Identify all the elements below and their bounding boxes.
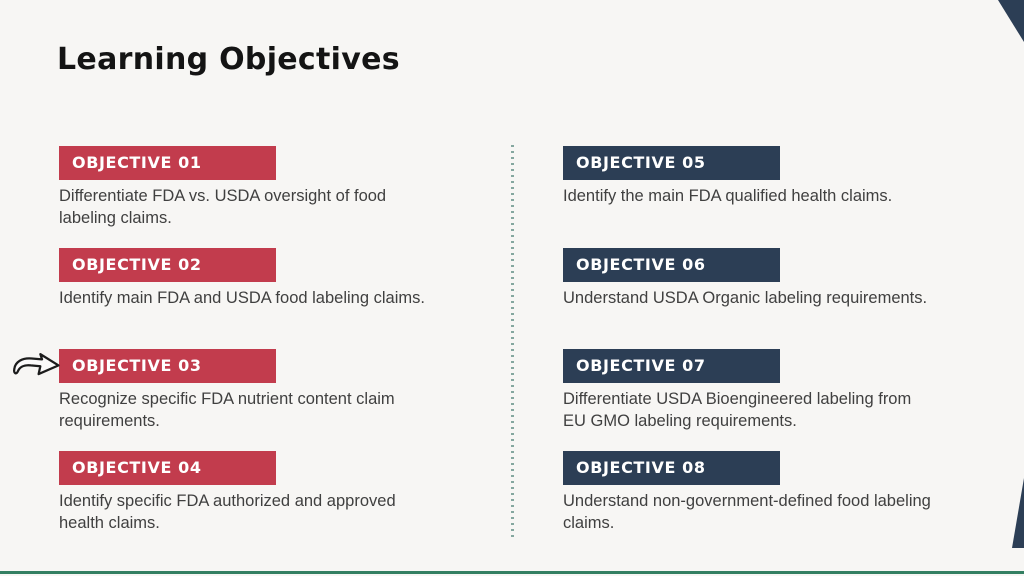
objective-07-header: OBJECTIVE 07 — [563, 349, 780, 383]
dotted-column-divider — [511, 145, 514, 537]
objective-card-01: OBJECTIVE 01 Differentiate FDA vs. USDA … — [59, 146, 431, 229]
objective-03-label: OBJECTIVE 03 — [72, 356, 202, 375]
objective-01-header: OBJECTIVE 01 — [59, 146, 276, 180]
objective-02-label: OBJECTIVE 02 — [72, 255, 202, 274]
hand-drawn-arrow-icon — [10, 350, 62, 386]
objective-02-description: Identify main FDA and USDA food labeling… — [59, 289, 425, 307]
bottom-accent-line — [0, 571, 1024, 574]
objective-03-header: OBJECTIVE 03 — [59, 349, 276, 383]
corner-accent-bottom-right — [1012, 478, 1024, 548]
objective-06-header: OBJECTIVE 06 — [563, 248, 780, 282]
objective-08-header: OBJECTIVE 08 — [563, 451, 780, 485]
page-title: Learning Objectives — [57, 42, 400, 77]
objective-01-label: OBJECTIVE 01 — [72, 153, 202, 172]
objective-06-label: OBJECTIVE 06 — [576, 255, 706, 274]
objective-card-07: OBJECTIVE 07 Differentiate USDA Bioengin… — [563, 349, 935, 432]
objective-05-header: OBJECTIVE 05 — [563, 146, 780, 180]
objective-04-header: OBJECTIVE 04 — [59, 451, 276, 485]
objective-08-label: OBJECTIVE 08 — [576, 458, 706, 477]
objective-05-description: Identify the main FDA qualified health c… — [563, 187, 893, 205]
objective-06-description: Understand USDA Organic labeling require… — [563, 289, 928, 307]
objective-card-05: OBJECTIVE 05 Identify the main FDA quali… — [563, 146, 935, 208]
objective-01-description: Differentiate FDA vs. USDA oversight of … — [59, 187, 387, 227]
corner-accent-top-right — [998, 0, 1024, 42]
objective-card-03: OBJECTIVE 03 Recognize specific FDA nutr… — [59, 349, 431, 432]
objective-card-02: OBJECTIVE 02 Identify main FDA and USDA … — [59, 248, 431, 310]
objective-07-description: Differentiate USDA Bioengineered labelin… — [563, 390, 912, 430]
objective-03-description: Recognize specific FDA nutrient content … — [59, 390, 395, 430]
objective-card-06: OBJECTIVE 06 Understand USDA Organic lab… — [563, 248, 935, 310]
objective-08-description: Understand non-government-defined food l… — [563, 492, 931, 532]
objective-05-label: OBJECTIVE 05 — [576, 153, 706, 172]
objective-02-header: OBJECTIVE 02 — [59, 248, 276, 282]
objective-04-description: Identify specific FDA authorized and app… — [59, 492, 396, 532]
objective-04-label: OBJECTIVE 04 — [72, 458, 202, 477]
objective-card-04: OBJECTIVE 04 Identify specific FDA autho… — [59, 451, 431, 534]
objective-07-label: OBJECTIVE 07 — [576, 356, 706, 375]
objective-card-08: OBJECTIVE 08 Understand non-government-d… — [563, 451, 935, 534]
